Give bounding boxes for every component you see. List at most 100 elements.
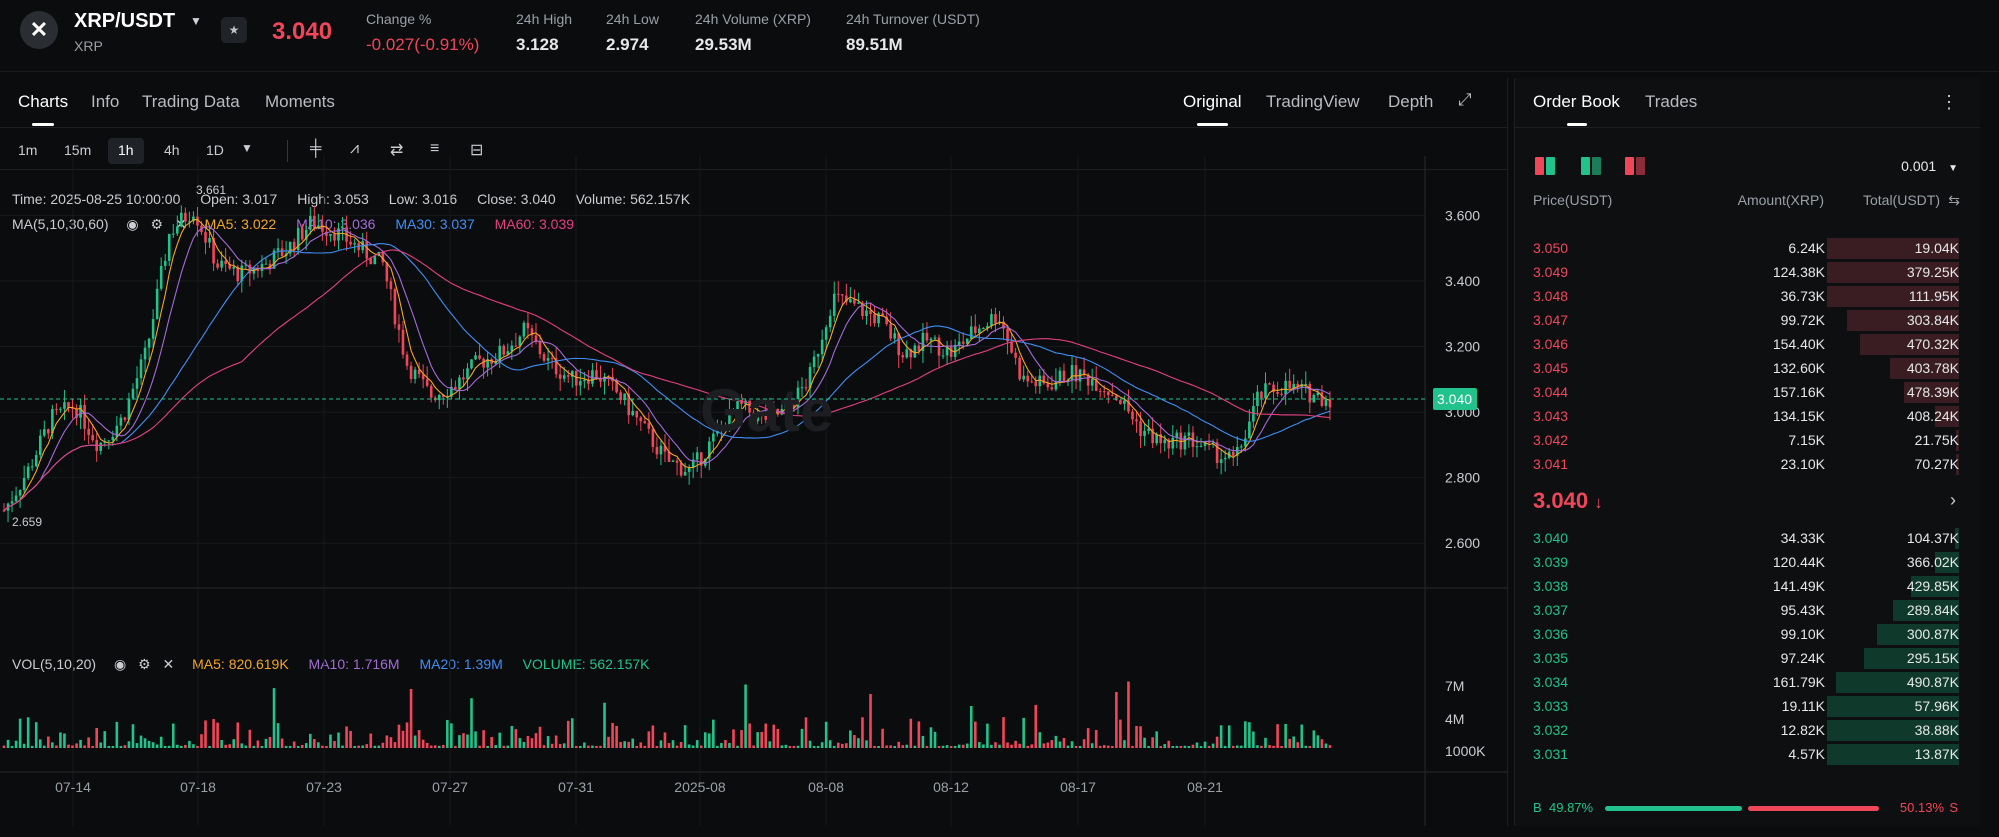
ask-row[interactable]: 3.042 7.15K 21.75K bbox=[1515, 429, 1981, 451]
volume-bar bbox=[83, 745, 86, 748]
ma30-line bbox=[3, 243, 1331, 512]
bid-row[interactable]: 3.039 120.44K 366.02K bbox=[1515, 551, 1981, 573]
volume-bar bbox=[1090, 743, 1094, 748]
bid-row[interactable]: 3.036 99.10K 300.87K bbox=[1515, 623, 1981, 645]
expand-icon[interactable]: ⤢ bbox=[1458, 90, 1472, 109]
volume-bar bbox=[820, 742, 824, 748]
timeframe-1m[interactable]: 1m bbox=[18, 142, 38, 158]
volume-bar bbox=[385, 735, 389, 748]
pair-title[interactable]: XRP/USDT bbox=[74, 10, 176, 32]
volume-bar bbox=[776, 728, 780, 748]
order-price: 3.042 bbox=[1533, 432, 1569, 448]
ask-row[interactable]: 3.043 134.15K 408.24K bbox=[1515, 405, 1981, 427]
volume-bar bbox=[345, 726, 348, 748]
tab-trades[interactable]: Trades bbox=[1645, 92, 1698, 111]
ask-row[interactable]: 3.049 124.38K 379.25K bbox=[1515, 261, 1981, 283]
candle-body bbox=[437, 395, 441, 401]
volume-bar bbox=[1070, 741, 1074, 748]
mode-original[interactable]: Original bbox=[1183, 92, 1242, 126]
drawing-lines-icon[interactable]: ≡ bbox=[430, 140, 440, 157]
ask-row[interactable]: 3.045 132.60K 403.78K bbox=[1515, 357, 1981, 379]
settings-icon[interactable]: ⚙ bbox=[138, 656, 151, 672]
candle-body bbox=[260, 263, 264, 272]
ohlc-close: Close: 3.040 bbox=[477, 191, 556, 207]
ask-row[interactable]: 3.048 36.73K 111.95K bbox=[1515, 285, 1981, 307]
volume-bar bbox=[99, 742, 103, 748]
star-icon[interactable]: ★ bbox=[221, 17, 247, 43]
candle-body bbox=[155, 288, 159, 320]
swap-icon[interactable]: ⇆ bbox=[1948, 192, 1960, 208]
timeframe-15m[interactable]: 15m bbox=[64, 142, 92, 158]
volume-bar bbox=[1211, 743, 1215, 748]
ask-row[interactable]: 3.044 157.16K 478.39K bbox=[1515, 381, 1981, 403]
bid-row[interactable]: 3.037 95.43K 289.84K bbox=[1515, 599, 1981, 621]
volume-bar bbox=[200, 734, 203, 748]
candle-body bbox=[1264, 383, 1267, 399]
tab-info[interactable]: Info bbox=[91, 92, 120, 111]
timeframe-4h[interactable]: 4h bbox=[164, 142, 180, 158]
bid-row[interactable]: 3.040 34.33K 104.37K bbox=[1515, 527, 1981, 549]
price-tick-label: 2.800 bbox=[1445, 470, 1480, 486]
ask-row[interactable]: 3.047 99.72K 303.84K bbox=[1515, 309, 1981, 331]
caret-down-icon[interactable]: ▼ bbox=[190, 14, 202, 28]
candle-body bbox=[1086, 374, 1090, 386]
book-view-both-icon[interactable] bbox=[1535, 157, 1557, 175]
precision-value: 0.001 bbox=[1901, 158, 1937, 174]
price-chart[interactable]: 07-14 07-18 07-23 07-27 07-31 2025-08 08-08 08-… bbox=[0, 156, 1508, 826]
candle-body bbox=[897, 333, 901, 356]
volume-bar bbox=[71, 745, 74, 748]
bid-row[interactable]: 3.035 97.24K 295.15K bbox=[1515, 647, 1981, 669]
eye-icon[interactable]: ◉ bbox=[126, 216, 139, 232]
settings-sliders-icon[interactable]: ⇄ bbox=[390, 142, 404, 159]
candle-body bbox=[845, 295, 848, 303]
volume-bar bbox=[228, 744, 231, 748]
volume-info: VOL(5,10,20) ◉ ⚙ ✕ MA5: 820.619K MA10: 1… bbox=[12, 656, 666, 673]
candle-body bbox=[240, 265, 244, 282]
candle-body bbox=[1102, 391, 1106, 393]
volume-bar bbox=[728, 742, 731, 748]
indicator-icon[interactable]: ⩘ bbox=[350, 140, 360, 157]
bid-row[interactable]: 3.031 4.57K 13.87K bbox=[1515, 743, 1981, 765]
bid-row[interactable]: 3.034 161.79K 490.87K bbox=[1515, 671, 1981, 693]
candle-body bbox=[300, 228, 304, 240]
candle-body bbox=[1098, 390, 1102, 392]
ask-row[interactable]: 3.050 6.24K 19.04K bbox=[1515, 237, 1981, 259]
volume-bar bbox=[341, 745, 344, 748]
ask-row[interactable]: 3.041 23.10K 70.27K bbox=[1515, 453, 1981, 475]
candle-body bbox=[768, 407, 772, 420]
mode-tradingview[interactable]: TradingView bbox=[1266, 92, 1360, 111]
mode-depth[interactable]: Depth bbox=[1388, 92, 1434, 111]
eye-icon[interactable]: ◉ bbox=[113, 656, 127, 672]
more-options-icon[interactable]: ⋮ bbox=[1940, 92, 1958, 112]
precision-select[interactable]: 0.001 ▼ bbox=[1901, 158, 1958, 174]
tab-moments[interactable]: Moments bbox=[265, 92, 335, 111]
timeframe-1h[interactable]: 1h bbox=[108, 138, 144, 164]
candle-body bbox=[679, 462, 683, 476]
volume-bar bbox=[526, 736, 530, 748]
settings-icon[interactable]: ⚙ bbox=[150, 216, 164, 232]
candle-body bbox=[909, 349, 913, 358]
candlestick-icon[interactable]: ╪ bbox=[310, 140, 322, 157]
tab-charts[interactable]: Charts bbox=[18, 92, 69, 126]
book-view-asks-icon[interactable] bbox=[1625, 157, 1647, 175]
book-view-bids-icon[interactable] bbox=[1581, 157, 1603, 175]
tab-trading-data[interactable]: Trading Data bbox=[142, 92, 240, 111]
volume-bar bbox=[478, 745, 481, 748]
volume-bar bbox=[1135, 725, 1138, 748]
mid-price-value: 3.040 bbox=[1533, 488, 1589, 513]
bid-row[interactable]: 3.038 141.49K 429.85K bbox=[1515, 575, 1981, 597]
timeframe-dropdown-icon[interactable]: ▼ bbox=[241, 141, 253, 155]
depth-bar bbox=[1827, 238, 1959, 259]
close-icon[interactable]: ✕ bbox=[162, 656, 175, 672]
bid-row[interactable]: 3.033 19.11K 57.96K bbox=[1515, 695, 1981, 717]
ask-row[interactable]: 3.046 154.40K 470.32K bbox=[1515, 333, 1981, 355]
axis-labels: 07-14 07-18 07-23 07-27 07-31 2025-08 08-08 08-… bbox=[55, 207, 1486, 795]
volume-bar bbox=[990, 744, 993, 748]
layout-icon[interactable]: ⊟ bbox=[470, 142, 484, 159]
candle-body bbox=[1046, 383, 1050, 388]
chevron-right-icon[interactable]: › bbox=[1950, 490, 1956, 510]
timeframe-1d[interactable]: 1D bbox=[206, 142, 224, 158]
tab-order-book[interactable]: Order Book bbox=[1533, 92, 1620, 126]
bid-row[interactable]: 3.032 12.82K 38.88K bbox=[1515, 719, 1981, 741]
candle-body bbox=[393, 289, 397, 325]
